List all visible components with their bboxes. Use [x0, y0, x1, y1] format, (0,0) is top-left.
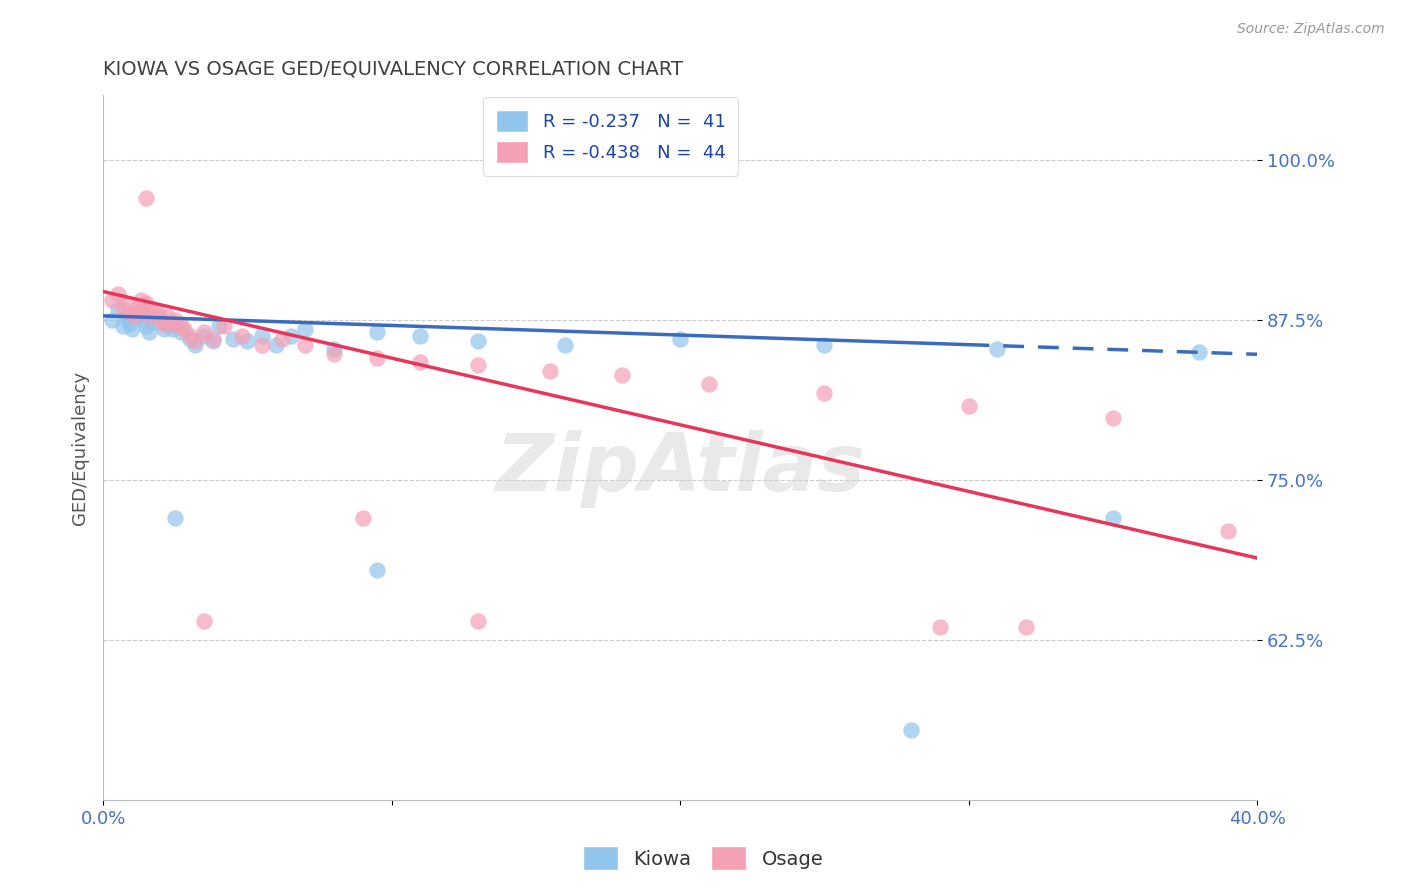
Point [352, 511, 374, 525]
Point [121, 321, 143, 335]
Point [165, 511, 187, 525]
Point [467, 358, 489, 372]
Point [127, 300, 149, 314]
Point [207, 319, 229, 334]
Legend: Kiowa, Osage: Kiowa, Osage [575, 838, 831, 878]
Point [152, 317, 174, 331]
Point [132, 312, 155, 326]
Point [173, 321, 195, 335]
Point [138, 309, 160, 323]
Point [250, 329, 273, 343]
Point [538, 364, 561, 378]
Point [222, 332, 245, 346]
Point [162, 317, 184, 331]
Point [193, 614, 215, 628]
Point [264, 338, 287, 352]
Point [165, 312, 187, 326]
Point [115, 296, 138, 310]
Point [135, 191, 157, 205]
Point [184, 338, 207, 352]
Point [280, 329, 302, 343]
Point [121, 306, 143, 320]
Point [118, 317, 141, 331]
Point [132, 302, 155, 317]
Point [146, 309, 169, 323]
Point [112, 302, 135, 317]
Point [101, 293, 124, 308]
Point [155, 317, 177, 331]
Point [366, 326, 388, 340]
Text: Source: ZipAtlas.com: Source: ZipAtlas.com [1237, 22, 1385, 37]
Y-axis label: GED/Equivalency: GED/Equivalency [72, 371, 89, 524]
Point [124, 309, 146, 323]
Text: ZipAtlas: ZipAtlas [495, 430, 865, 508]
Point [236, 334, 259, 349]
Text: KIOWA VS OSAGE GED/EQUIVALENCY CORRELATION CHART: KIOWA VS OSAGE GED/EQUIVALENCY CORRELATI… [103, 60, 683, 78]
Point [366, 351, 388, 365]
Point [127, 306, 149, 320]
Point [366, 563, 388, 577]
Point [135, 319, 157, 334]
Point [170, 319, 193, 334]
Point [1101, 411, 1123, 425]
Point [214, 319, 236, 334]
Point [193, 329, 215, 343]
Point [467, 334, 489, 349]
Point [409, 329, 432, 343]
Point [612, 368, 634, 382]
Point [231, 329, 253, 343]
Point [1015, 620, 1038, 634]
Point [193, 326, 215, 340]
Point [155, 309, 177, 323]
Point [135, 296, 157, 310]
Point [928, 620, 950, 634]
Point [986, 342, 1008, 356]
Point [107, 287, 129, 301]
Point [900, 723, 922, 737]
Point [138, 326, 160, 340]
Point [322, 347, 344, 361]
Point [409, 355, 432, 369]
Point [149, 312, 172, 326]
Point [124, 311, 146, 326]
Point [129, 293, 152, 308]
Point [957, 399, 980, 413]
Legend: R = -0.237   N =  41, R = -0.438   N =  44: R = -0.237 N = 41, R = -0.438 N = 44 [484, 97, 738, 176]
Point [467, 614, 489, 628]
Point [115, 310, 138, 325]
Point [141, 303, 163, 318]
Point [112, 319, 135, 334]
Point [162, 321, 184, 335]
Point [1218, 524, 1240, 538]
Point [179, 332, 201, 346]
Point [146, 306, 169, 320]
Point [201, 334, 224, 349]
Point [101, 312, 124, 326]
Point [107, 302, 129, 317]
Point [1188, 344, 1211, 359]
Point [170, 326, 193, 340]
Point [250, 338, 273, 352]
Point [165, 319, 187, 334]
Point [149, 312, 172, 326]
Point [813, 338, 835, 352]
Point [152, 321, 174, 335]
Point [813, 385, 835, 400]
Point [1101, 511, 1123, 525]
Point [669, 332, 692, 346]
Point [271, 332, 294, 346]
Point [294, 338, 316, 352]
Point [129, 303, 152, 318]
Point [201, 332, 224, 346]
Point [554, 338, 576, 352]
Point [143, 315, 166, 329]
Point [294, 321, 316, 335]
Point [322, 342, 344, 356]
Point [179, 329, 201, 343]
Point [697, 376, 720, 391]
Point [184, 334, 207, 349]
